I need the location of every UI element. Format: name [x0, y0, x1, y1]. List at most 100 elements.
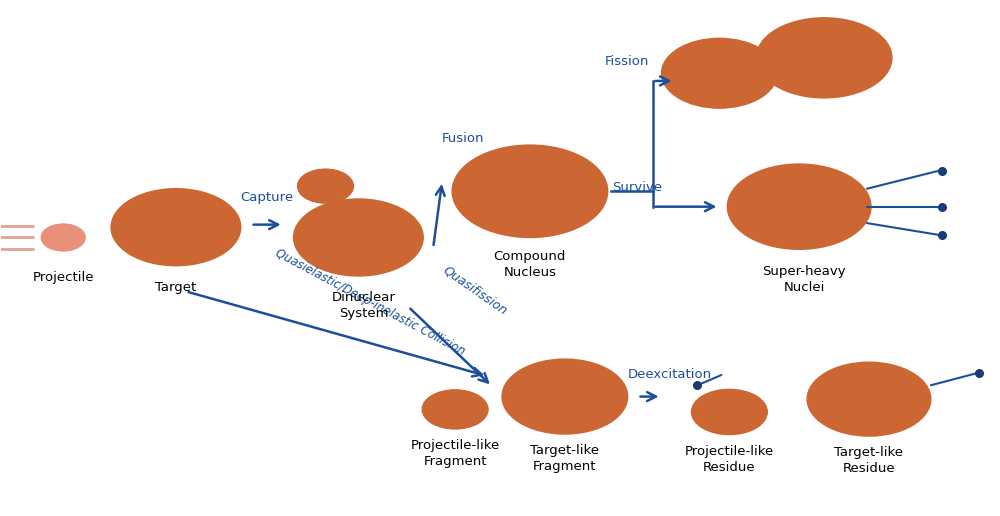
Ellipse shape — [321, 184, 330, 189]
Ellipse shape — [759, 20, 889, 96]
Ellipse shape — [675, 47, 763, 100]
Ellipse shape — [299, 170, 352, 202]
Text: Target: Target — [155, 281, 197, 294]
Ellipse shape — [454, 409, 456, 410]
Ellipse shape — [121, 195, 230, 260]
Ellipse shape — [710, 401, 748, 423]
Text: Compound
Nucleus: Compound Nucleus — [494, 250, 566, 279]
Ellipse shape — [51, 230, 75, 245]
Ellipse shape — [752, 179, 847, 235]
Ellipse shape — [427, 393, 483, 426]
Ellipse shape — [115, 191, 237, 263]
Ellipse shape — [760, 20, 888, 95]
Ellipse shape — [303, 204, 414, 270]
Ellipse shape — [820, 55, 828, 60]
Ellipse shape — [773, 191, 825, 222]
Ellipse shape — [301, 172, 349, 201]
Ellipse shape — [548, 387, 581, 406]
Ellipse shape — [54, 232, 72, 243]
Ellipse shape — [801, 44, 847, 71]
Ellipse shape — [431, 395, 479, 424]
Ellipse shape — [318, 214, 399, 261]
Ellipse shape — [678, 48, 761, 99]
Ellipse shape — [466, 153, 594, 229]
Ellipse shape — [58, 235, 68, 240]
Ellipse shape — [488, 166, 572, 216]
Ellipse shape — [756, 18, 892, 98]
Ellipse shape — [718, 73, 721, 74]
Ellipse shape — [555, 391, 575, 402]
Ellipse shape — [518, 369, 611, 424]
Ellipse shape — [300, 171, 351, 202]
Ellipse shape — [552, 389, 577, 404]
Ellipse shape — [294, 199, 423, 276]
Ellipse shape — [48, 228, 79, 247]
Ellipse shape — [349, 232, 367, 243]
Ellipse shape — [426, 392, 484, 427]
Ellipse shape — [694, 391, 764, 433]
Ellipse shape — [533, 378, 596, 415]
Ellipse shape — [530, 376, 600, 417]
Ellipse shape — [511, 180, 549, 202]
Ellipse shape — [424, 391, 487, 428]
Ellipse shape — [62, 237, 64, 238]
Ellipse shape — [497, 172, 563, 211]
Ellipse shape — [54, 232, 72, 243]
Ellipse shape — [301, 171, 350, 201]
Ellipse shape — [327, 219, 390, 256]
Ellipse shape — [432, 396, 478, 423]
Ellipse shape — [41, 224, 85, 251]
Ellipse shape — [562, 395, 567, 398]
Ellipse shape — [718, 405, 741, 419]
Ellipse shape — [347, 231, 370, 245]
Ellipse shape — [158, 216, 194, 238]
Ellipse shape — [55, 232, 72, 243]
Ellipse shape — [829, 376, 909, 423]
Ellipse shape — [348, 231, 369, 244]
Ellipse shape — [309, 176, 342, 196]
Ellipse shape — [437, 399, 473, 420]
Ellipse shape — [500, 174, 559, 209]
Ellipse shape — [794, 40, 854, 75]
Ellipse shape — [708, 66, 731, 80]
Ellipse shape — [724, 409, 735, 415]
Ellipse shape — [308, 207, 409, 267]
Ellipse shape — [138, 205, 213, 250]
Ellipse shape — [451, 407, 460, 412]
Ellipse shape — [472, 157, 587, 225]
Ellipse shape — [762, 185, 837, 229]
Ellipse shape — [315, 180, 336, 192]
Ellipse shape — [61, 236, 65, 238]
Ellipse shape — [672, 44, 767, 102]
Ellipse shape — [50, 229, 77, 246]
Ellipse shape — [154, 214, 198, 240]
Ellipse shape — [320, 214, 397, 261]
Ellipse shape — [828, 375, 910, 424]
Ellipse shape — [477, 160, 583, 223]
Ellipse shape — [42, 224, 85, 251]
Ellipse shape — [786, 199, 812, 214]
Ellipse shape — [506, 361, 624, 432]
Ellipse shape — [685, 52, 754, 94]
Ellipse shape — [737, 170, 861, 244]
Ellipse shape — [795, 204, 803, 209]
Ellipse shape — [798, 43, 850, 73]
Ellipse shape — [783, 197, 815, 216]
Ellipse shape — [686, 53, 753, 93]
Ellipse shape — [60, 236, 66, 239]
Ellipse shape — [709, 400, 750, 424]
Ellipse shape — [124, 197, 228, 258]
Ellipse shape — [433, 396, 478, 423]
Ellipse shape — [527, 189, 533, 193]
Ellipse shape — [680, 50, 759, 97]
Ellipse shape — [564, 396, 566, 397]
Ellipse shape — [836, 379, 902, 419]
Ellipse shape — [864, 396, 874, 402]
Ellipse shape — [736, 169, 862, 244]
Ellipse shape — [150, 212, 202, 243]
Ellipse shape — [779, 195, 819, 219]
Ellipse shape — [319, 183, 332, 190]
Ellipse shape — [692, 56, 747, 90]
Ellipse shape — [697, 393, 762, 431]
Text: Projectile: Projectile — [32, 271, 94, 284]
